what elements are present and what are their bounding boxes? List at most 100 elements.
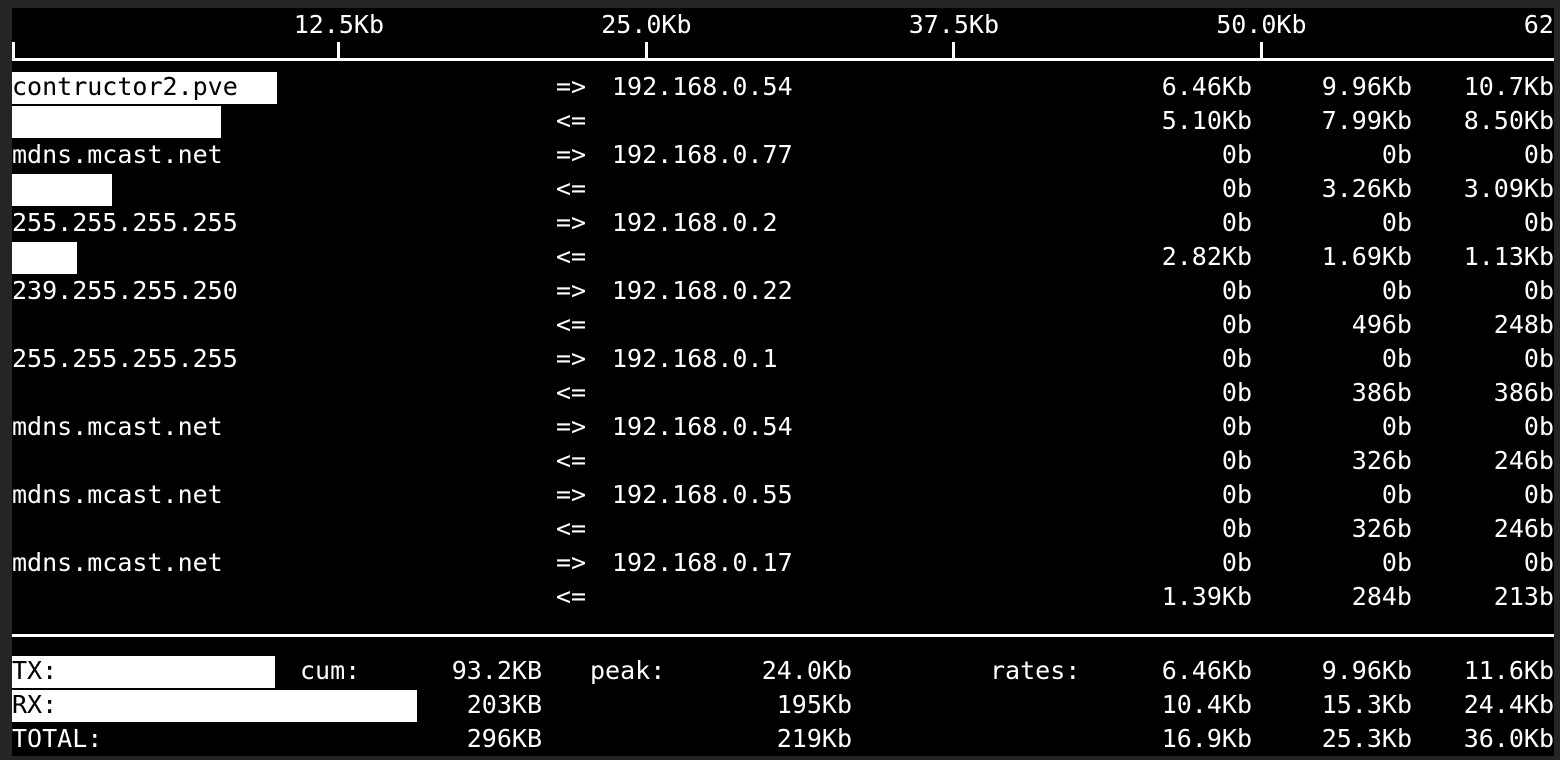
connection-send-row[interactable]: contructor2.pve => 192.168.0.54 6.46Kb 9.96K… [12, 70, 1554, 104]
rx-rate-40s: 246b [1493, 446, 1554, 475]
axis-rule [12, 58, 1554, 61]
rx-rate-2s: 0b [1221, 514, 1252, 543]
connection-recv-row[interactable]: <= 0b 496b 248b [12, 308, 1554, 342]
connection-send-row[interactable]: mdns.mcast.net => 192.168.0.17 0b 0b 0b [12, 546, 1554, 580]
summary-cumulative-value: 296KB [466, 724, 542, 753]
rx-rate-2s: 0b [1221, 446, 1252, 475]
connection-peer-address: 192.168.0.22 [612, 276, 793, 305]
rx-rate-10s: 386b [1351, 378, 1412, 407]
recv-arrow-icon: <= [556, 174, 587, 203]
rx-rate-40s: 1.13Kb [1463, 242, 1554, 271]
summary-panel: TX: cum: peak: rates: 93.2KB 24.0Kb 6.46Kb 9.96… [12, 654, 1554, 756]
tx-rate-40s: 0b [1523, 480, 1554, 509]
axis-label: 25.0Kb [601, 10, 692, 39]
summary-cumulative-value: 203KB [466, 690, 542, 719]
summary-rate-2s: 16.9Kb [1161, 724, 1252, 753]
axis-label: 50.0Kb [1216, 10, 1307, 39]
connection-send-row[interactable]: mdns.mcast.net => 192.168.0.54 0b 0b 0b [12, 410, 1554, 444]
axis-label: 37.5Kb [908, 10, 999, 39]
tx-bandwidth-bar [12, 72, 277, 104]
axis-tick [644, 42, 648, 59]
summary-row: RX: 203KB 195Kb 10.4Kb 15.3Kb 24.4Kb [12, 688, 1554, 722]
connection-recv-row[interactable]: <= 5.10Kb 7.99Kb 8.50Kb [12, 104, 1554, 138]
connection-recv-row[interactable]: <= 0b 3.26Kb 3.09Kb [12, 172, 1554, 206]
recv-arrow-icon: <= [556, 310, 587, 339]
rx-rate-10s: 326b [1351, 446, 1412, 475]
rx-rate-40s: 3.09Kb [1463, 174, 1554, 203]
summary-peak-value: 24.0Kb [761, 656, 852, 685]
tx-rate-40s: 10.7Kb [1463, 72, 1554, 101]
axis-label: 12.5Kb [293, 10, 384, 39]
summary-rate-40s: 11.6Kb [1463, 656, 1554, 685]
rx-rate-2s: 2.82Kb [1161, 242, 1252, 271]
tx-rate-10s: 0b [1381, 208, 1412, 237]
summary-bandwidth-bar [12, 690, 417, 722]
summary-rate-10s: 25.3Kb [1321, 724, 1412, 753]
tx-rate-2s: 0b [1221, 208, 1252, 237]
rx-rate-2s: 0b [1221, 174, 1252, 203]
tx-rate-10s: 0b [1381, 480, 1412, 509]
peak-label: peak: [590, 656, 666, 685]
tx-rate-10s: 0b [1381, 276, 1412, 305]
connection-peer-address: 192.168.0.17 [612, 548, 793, 577]
bandwidth-scale-axis: 12.5Kb 25.0Kb 37.5Kb 50.0Kb 62.5Kb [12, 8, 1554, 63]
axis-tick [337, 42, 340, 59]
summary-rate-40s: 24.4Kb [1463, 690, 1554, 719]
tx-rate-10s: 0b [1381, 548, 1412, 577]
connection-recv-row[interactable]: <= 0b 326b 246b [12, 444, 1554, 478]
summary-peak-value: 219Kb [776, 724, 852, 753]
recv-arrow-icon: <= [556, 514, 587, 543]
cumulative-label: cum: [300, 656, 361, 685]
rx-rate-10s: 3.26Kb [1321, 174, 1412, 203]
send-arrow-icon: => [556, 548, 587, 577]
connection-send-row[interactable]: mdns.mcast.net => 192.168.0.77 0b 0b 0b [12, 138, 1554, 172]
summary-row-label: TOTAL: [12, 724, 103, 753]
connection-recv-row[interactable]: <= 0b 386b 386b [12, 376, 1554, 410]
rates-label: rates: [990, 656, 1081, 685]
connection-recv-row[interactable]: <= 1.39Kb 284b 213b [12, 580, 1554, 614]
tx-rate-40s: 0b [1523, 208, 1554, 237]
summary-row: TX: cum: peak: rates: 93.2KB 24.0Kb 6.46Kb 9.96… [12, 654, 1554, 688]
rx-bandwidth-bar [12, 174, 112, 206]
send-arrow-icon: => [556, 208, 587, 237]
rx-rate-10s: 326b [1351, 514, 1412, 543]
connection-peer-address: 192.168.0.54 [612, 412, 793, 441]
tx-rate-40s: 0b [1523, 276, 1554, 305]
summary-divider [12, 634, 1554, 637]
rx-bandwidth-bar [12, 242, 77, 274]
axis-tick [1259, 42, 1263, 59]
connection-list[interactable]: contructor2.pve => 192.168.0.54 6.46Kb 9.96K… [12, 70, 1554, 628]
axis-origin-tick [12, 42, 15, 59]
connection-host-name: 255.255.255.255 [12, 208, 238, 237]
summary-rate-2s: 6.46Kb [1161, 656, 1252, 685]
rx-rate-2s: 1.39Kb [1161, 582, 1252, 611]
rx-rate-40s: 213b [1493, 582, 1554, 611]
connection-send-row[interactable]: 255.255.255.255 => 192.168.0.1 0b 0b 0b [12, 342, 1554, 376]
connection-recv-row[interactable]: <= 0b 326b 246b [12, 512, 1554, 546]
connection-recv-row[interactable]: <= 2.82Kb 1.69Kb 1.13Kb [12, 240, 1554, 274]
send-arrow-icon: => [556, 276, 587, 305]
send-arrow-icon: => [556, 412, 587, 441]
tx-rate-2s: 0b [1221, 140, 1252, 169]
rx-rate-40s: 8.50Kb [1463, 106, 1554, 135]
tx-rate-2s: 6.46Kb [1161, 72, 1252, 101]
tx-rate-40s: 0b [1523, 412, 1554, 441]
recv-arrow-icon: <= [556, 446, 587, 475]
rx-rate-10s: 7.99Kb [1321, 106, 1412, 135]
recv-arrow-icon: <= [556, 378, 587, 407]
tx-rate-40s: 0b [1523, 548, 1554, 577]
tx-rate-10s: 0b [1381, 140, 1412, 169]
summary-cumulative-value: 93.2KB [451, 656, 542, 685]
axis-label: 62.5Kb [1523, 10, 1554, 39]
tx-rate-2s: 0b [1221, 412, 1252, 441]
rx-rate-10s: 284b [1351, 582, 1412, 611]
summary-row-label: RX: [12, 690, 58, 719]
axis-tick [952, 42, 955, 59]
rx-rate-2s: 0b [1221, 378, 1252, 407]
connection-send-row[interactable]: 255.255.255.255 => 192.168.0.2 0b 0b 0b [12, 206, 1554, 240]
connection-send-row[interactable]: 239.255.255.250 => 192.168.0.22 0b 0b 0b [12, 274, 1554, 308]
connection-send-row[interactable]: mdns.mcast.net => 192.168.0.55 0b 0b 0b [12, 478, 1554, 512]
connection-peer-address: 192.168.0.55 [612, 480, 793, 509]
rx-rate-40s: 386b [1493, 378, 1554, 407]
tx-rate-10s: 0b [1381, 344, 1412, 373]
